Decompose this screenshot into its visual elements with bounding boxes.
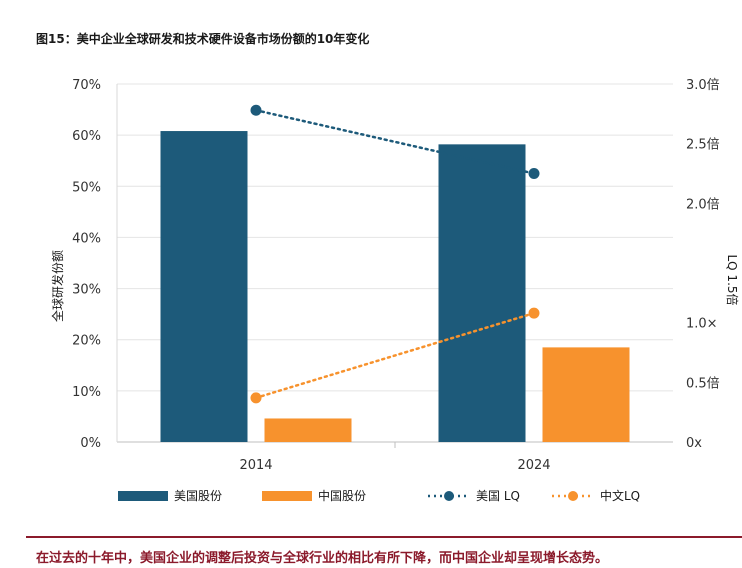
y-axis-title: 全球研发份额 [50, 250, 65, 322]
bars [160, 131, 630, 442]
legend-label-cn-lq: 中文LQ [600, 489, 641, 503]
y2-tick-label: 3.0倍 [686, 78, 720, 93]
us-lq-point-2024 [528, 168, 540, 179]
us-lq-line [254, 109, 536, 175]
y-tick-label: 70% [72, 78, 101, 93]
y2-tick-label: 0x [686, 436, 702, 451]
legend-label-us-lq: 美国 LQ [476, 489, 520, 503]
chart-caption: 在过去的十年中，美国企业的调整后投资与全球行业的相比有所下降，而中国企业却呈现增… [36, 551, 609, 566]
legend-swatch-us-share [118, 490, 168, 501]
gridlines [116, 83, 673, 448]
cn-lq-line [254, 311, 536, 400]
y2-tick-label: 0.5倍 [686, 376, 720, 391]
legend-item-us-lq: 美国 LQ [428, 487, 520, 504]
y-tick-label: 20% [72, 334, 101, 349]
y2-axis-title: LQ 1.5倍 [725, 254, 740, 305]
chart-title: 图15：美中企业全球研发和技术硬件设备市场份额的10年变化 [36, 32, 370, 46]
cn-share-bar-2014 [264, 418, 352, 442]
y2-tick-label: 1.0× [686, 317, 718, 332]
y-tick-label: 50% [72, 180, 101, 195]
legend-marker-cn-lq [552, 490, 594, 501]
y-tick-label: 0% [80, 436, 101, 451]
legend-marker-us-lq [428, 490, 470, 501]
cn-lq-point-2014 [250, 392, 262, 404]
y-tick-label: 40% [72, 231, 101, 246]
caption-divider [26, 536, 742, 538]
y-tick-label: 60% [72, 129, 101, 144]
x-tick-label: 2014 [239, 458, 272, 473]
legend-item-cn-share: 中国股份 [262, 487, 366, 504]
us-share-bar-2014 [160, 131, 248, 442]
y-axis-ticks: 0% 10% 20% 30% 40% 50% 60% 70% [72, 78, 101, 451]
lq-lines [250, 104, 540, 404]
us-lq-point-2014 [250, 104, 262, 116]
y2-axis-ticks: 0x 0.5倍 1.0× 2.0倍 2.5倍 3.0倍 [686, 78, 720, 451]
legend-swatch-cn-share [262, 490, 312, 501]
cn-share-bar-2024 [542, 347, 630, 442]
y-tick-label: 10% [72, 385, 101, 400]
legend-label-cn-share: 中国股份 [318, 489, 367, 503]
us-share-bar-2024 [438, 144, 526, 442]
x-tick-label: 2024 [517, 458, 550, 473]
y2-tick-label: 2.5倍 [686, 138, 720, 153]
legend-item-us-share: 美国股份 [118, 487, 222, 504]
y2-tick-label: 2.0倍 [686, 197, 720, 212]
y-tick-label: 30% [72, 283, 101, 298]
x-axis-ticks: 2014 2024 [239, 458, 550, 473]
cn-lq-point-2024 [528, 307, 540, 319]
legend: 美国股份 中国股份 美国 LQ 中文LQ [0, 487, 742, 505]
legend-label-us-share: 美国股份 [174, 489, 223, 503]
chart: 0% 10% 20% 30% 40% 50% 60% 70% 0x 0.5倍 1.0× 2.0倍 2.… [50, 78, 740, 473]
legend-item-cn-lq: 中文LQ [552, 487, 640, 504]
